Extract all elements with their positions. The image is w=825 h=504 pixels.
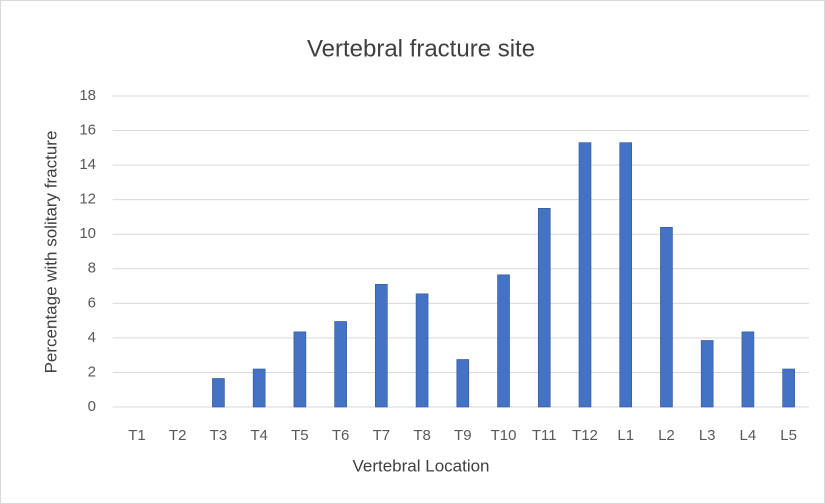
y-tick-label: 0 — [88, 398, 96, 415]
x-tick-label: T1 — [128, 427, 146, 444]
x-tick-label: T2 — [169, 427, 187, 444]
bar — [375, 284, 388, 408]
x-tick-label: T12 — [572, 427, 598, 444]
bar — [415, 293, 429, 408]
y-tick-label: 14 — [79, 156, 96, 173]
bar — [212, 378, 225, 408]
x-tick-label: T11 — [532, 427, 557, 444]
y-tick-label: 2 — [88, 363, 96, 380]
y-tick-label: 10 — [79, 225, 96, 242]
x-tick-label: T4 — [250, 427, 268, 444]
bar — [537, 208, 551, 408]
x-tick-label: T3 — [210, 427, 228, 444]
bar — [782, 368, 795, 408]
y-tick-label: 12 — [79, 191, 96, 208]
bar — [334, 321, 347, 408]
y-axis-label: Percentage with solitary fracture — [41, 131, 60, 374]
x-tick-label: L5 — [780, 427, 797, 444]
y-tick-label: 16 — [79, 122, 96, 139]
y-tick-label: 8 — [88, 260, 96, 277]
bar — [660, 227, 673, 408]
bar — [252, 368, 266, 408]
bar — [741, 331, 755, 408]
chart-title: Vertebral fracture site — [307, 35, 535, 62]
x-tick-label: L4 — [740, 427, 757, 444]
x-axis-label: Vertebral Location — [352, 456, 489, 475]
x-tick-label: L3 — [699, 427, 716, 444]
x-tick-label: T10 — [491, 427, 517, 444]
x-tick-label: T7 — [373, 427, 391, 444]
bar — [700, 340, 714, 408]
bar — [293, 331, 307, 408]
y-tick-label: 6 — [88, 294, 96, 311]
x-tick-label: T6 — [332, 427, 350, 444]
bar — [578, 142, 592, 408]
x-tick-label: T8 — [413, 427, 431, 444]
x-tick-label: L2 — [658, 427, 675, 444]
x-tick-label: T5 — [291, 427, 309, 444]
y-tick-label: 4 — [88, 329, 96, 346]
bar — [619, 142, 633, 408]
y-tick-label: 18 — [79, 87, 96, 104]
bar — [456, 359, 470, 408]
bar — [497, 274, 510, 408]
x-tick-label: L1 — [617, 427, 634, 444]
x-tick-label: T9 — [454, 427, 472, 444]
